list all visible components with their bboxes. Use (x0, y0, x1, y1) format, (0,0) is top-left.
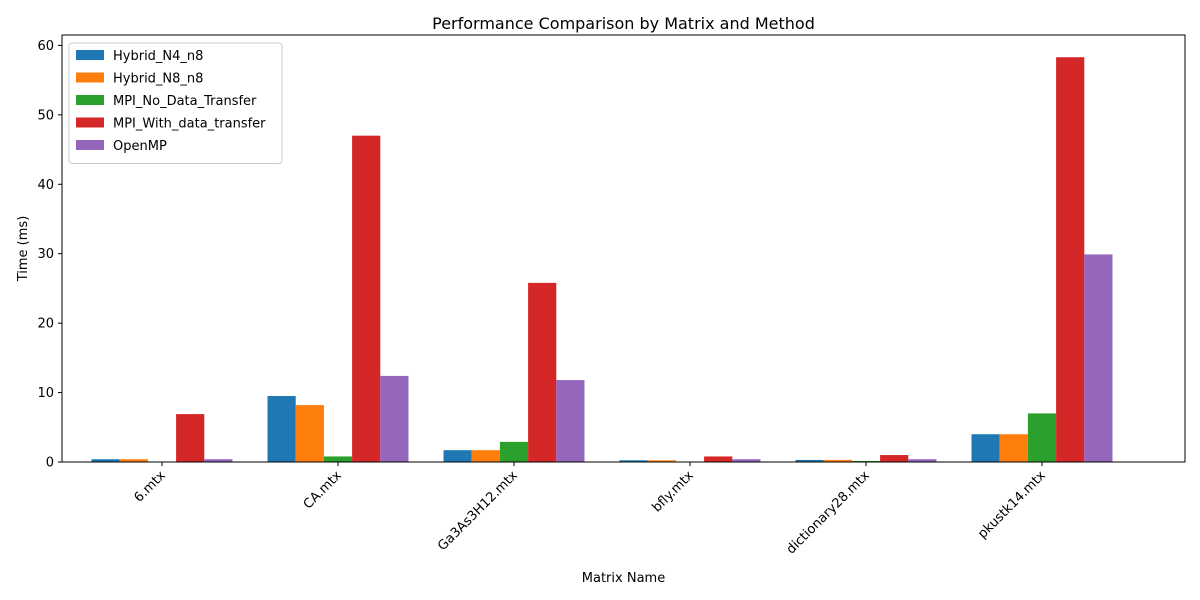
legend-label-0: Hybrid_N4_n8 (113, 49, 203, 64)
y-axis-title: Time (ms) (16, 216, 31, 283)
bar-3-3 (704, 456, 733, 462)
chart-title: Performance Comparison by Matrix and Met… (432, 14, 815, 33)
x-axis: 6.mtx CA.mtx Ga3As3H12.mtx bfly.mtx dictiona… (131, 462, 1049, 557)
bar-1-1 (295, 405, 324, 462)
bar-3-2 (528, 282, 557, 462)
x-tick-label-1: CA.mtx (301, 468, 345, 512)
bar-3-1 (352, 135, 381, 463)
x-tick-label-4: dictionary28.mtx (784, 468, 873, 557)
legend-label-4: OpenMP (113, 139, 167, 154)
x-tick-label-3: bfly.mtx (650, 468, 697, 515)
bar-0-5 (971, 434, 1000, 462)
bar-3-0 (176, 414, 205, 462)
legend-label-2: MPI_No_Data_Transfer (113, 94, 257, 109)
y-tick-label-2: 20 (37, 317, 54, 332)
bar-4-5 (1084, 254, 1113, 462)
bar-2-1 (323, 456, 353, 462)
x-tick-label-0: 6.mtx (131, 468, 169, 506)
legend-swatch-1 (76, 72, 104, 83)
legend-swatch-2 (76, 95, 104, 105)
bar-3-5 (1056, 57, 1085, 462)
bar-4-1 (380, 375, 409, 462)
plot-frame (61, 34, 1186, 463)
bar-1-0 (119, 459, 148, 462)
y-tick-label-3: 30 (37, 247, 54, 262)
bar-1-4 (823, 459, 852, 462)
bar-0-1 (267, 396, 296, 462)
bar-3-4 (880, 455, 909, 462)
legend-swatch-4 (76, 140, 104, 150)
y-tick-label-0: 0 (46, 456, 54, 471)
bar-2-5 (1027, 413, 1057, 462)
bar-0-3 (619, 460, 648, 462)
x-axis-title: Matrix Name (582, 571, 665, 586)
bars-group (91, 57, 1113, 463)
x-tick-label-2: Ga3As3H12.mtx (435, 468, 521, 554)
bar-4-2 (556, 380, 585, 462)
bar-1-3 (647, 460, 676, 462)
y-tick-label-6: 60 (37, 39, 54, 54)
bar-4-0 (204, 459, 233, 462)
bar-0-0 (91, 459, 120, 462)
y-tick-label-5: 50 (37, 108, 54, 123)
y-tick-label-4: 40 (37, 178, 54, 193)
legend: Hybrid_N4_n8 Hybrid_N8_n8 MPI_No_Data_Tran… (68, 42, 283, 164)
bar-4-3 (732, 459, 761, 462)
bar-0-2 (443, 450, 472, 462)
legend-label-3: MPI_With_data_transfer (113, 117, 266, 132)
legend-swatch-3 (76, 117, 104, 128)
bar-0-4 (795, 459, 824, 462)
bar-2-2 (499, 441, 529, 462)
legend-swatch-0 (76, 50, 104, 60)
bar-1-2 (471, 450, 500, 462)
bar-1-5 (999, 434, 1028, 462)
legend-label-1: Hybrid_N8_n8 (113, 72, 203, 87)
legend-box (68, 42, 283, 164)
y-tick-label-1: 10 (37, 386, 54, 401)
bar-4-4 (908, 459, 937, 462)
bar-2-4 (851, 460, 881, 462)
y-axis: 0 10 20 30 40 50 60 (37, 39, 62, 471)
x-tick-label-5: pkustk14.mtx (975, 468, 1049, 542)
